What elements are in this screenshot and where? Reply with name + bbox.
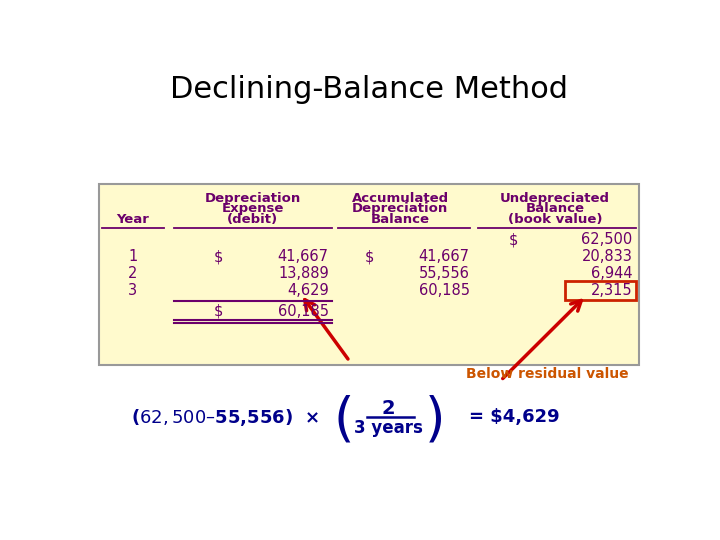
FancyBboxPatch shape (99, 184, 639, 365)
Text: 2: 2 (128, 266, 138, 281)
Text: (book value): (book value) (508, 213, 602, 226)
Text: 3 years: 3 years (354, 419, 423, 437)
Text: ($62,500 – $55,556)  ×: ($62,500 – $55,556) × (131, 407, 320, 428)
Text: Declining-Balance Method: Declining-Balance Method (170, 75, 568, 104)
Text: 20,833: 20,833 (582, 249, 632, 264)
Text: Undepreciated: Undepreciated (500, 192, 610, 205)
Text: Year: Year (116, 213, 149, 226)
Text: $: $ (365, 249, 374, 264)
Text: 41,667: 41,667 (278, 249, 329, 264)
Text: Balance: Balance (526, 202, 585, 215)
Text: 6,944: 6,944 (591, 266, 632, 281)
Text: (: ( (333, 395, 354, 447)
Text: 62,500: 62,500 (581, 232, 632, 247)
Text: 13,889: 13,889 (278, 266, 329, 281)
Text: Expense: Expense (222, 202, 284, 215)
Text: ): ) (425, 395, 445, 447)
Text: 55,556: 55,556 (419, 266, 469, 281)
Text: $: $ (214, 249, 223, 264)
Text: 2: 2 (382, 400, 395, 419)
Text: Below residual value: Below residual value (466, 367, 629, 381)
Text: 3: 3 (128, 283, 138, 298)
Text: 2,315: 2,315 (591, 283, 632, 298)
Text: Depreciation: Depreciation (352, 202, 448, 215)
Text: 4,629: 4,629 (287, 283, 329, 298)
Text: (debit): (debit) (228, 213, 279, 226)
Text: $: $ (508, 232, 518, 247)
Text: Balance: Balance (371, 213, 430, 226)
Text: 60,185: 60,185 (419, 283, 469, 298)
Text: 41,667: 41,667 (419, 249, 469, 264)
Text: = $4,629: = $4,629 (469, 408, 560, 427)
Text: Accumulated: Accumulated (351, 192, 449, 205)
Text: 60,185: 60,185 (278, 303, 329, 319)
Text: Depreciation: Depreciation (204, 192, 301, 205)
Text: $: $ (214, 303, 223, 319)
FancyBboxPatch shape (565, 281, 636, 300)
FancyArrowPatch shape (503, 300, 581, 379)
Text: 1: 1 (128, 249, 138, 264)
FancyArrowPatch shape (305, 300, 348, 359)
